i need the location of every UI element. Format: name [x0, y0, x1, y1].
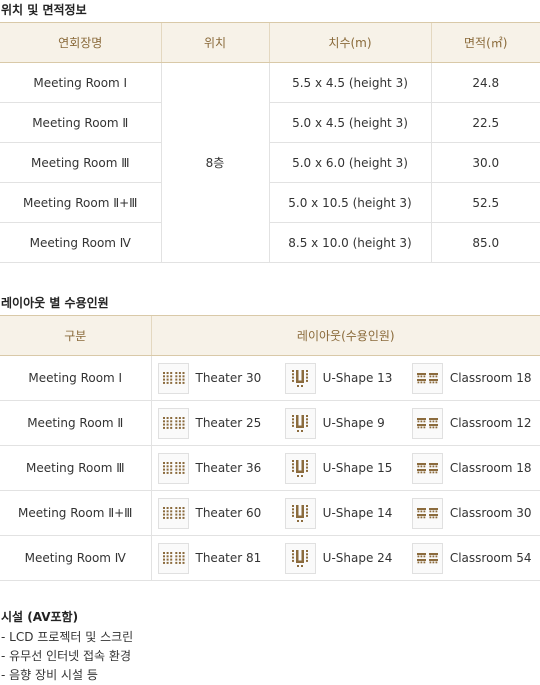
layout-classroom: Classroom 12	[411, 407, 540, 439]
layout-capacity-label: Classroom 12	[449, 416, 532, 430]
layout-classroom: Classroom 18	[411, 362, 540, 394]
layout-capacity-label: Theater 36	[195, 461, 262, 475]
table-header-row: 연회장명 위치 치수(m) 면적(㎡)	[0, 22, 540, 63]
room-name: Meeting Room Ⅱ	[0, 102, 161, 143]
layout-capacity-label: Classroom 18	[449, 371, 532, 385]
section-title-layout-capacity: 레이아웃 별 수용인원	[1, 296, 109, 310]
layout-capacity-label: Theater 60	[195, 506, 262, 520]
header-venue: 연회장명	[0, 22, 161, 63]
layout-capacity-label: U-Shape 24	[322, 551, 393, 565]
classroom-icon	[411, 452, 443, 484]
room-size: 5.0 x 10.5 (height 3)	[268, 182, 431, 223]
table-row: Meeting Room Ⅰ 8층 5.5 x 4.5 (height 3) 2…	[0, 62, 540, 263]
layout-capacity-label: Theater 30	[195, 371, 262, 385]
theater-icon	[157, 497, 189, 529]
list-item: - 음향 장비 시설 등	[1, 668, 98, 682]
u-shape-icon	[284, 407, 316, 439]
table-row: Meeting Room Ⅱ 5.0 x 4.5 (height 3) 22.5	[0, 102, 540, 143]
section-title-area-info: 위치 및 면적정보	[1, 3, 87, 17]
layout-capacity-label: Classroom 18	[449, 461, 532, 475]
layout-cell: Theater 81 U-Shape 24 Classroom 54	[150, 535, 540, 581]
layout-cell: Theater 60 U-Shape 14 Classroom 30	[150, 490, 540, 536]
room-area: 52.5	[430, 182, 540, 223]
layout-u-shape: U-Shape 24	[284, 542, 412, 574]
table-row: Meeting Room Ⅱ+Ⅲ Theater 60 U-Shape 14 Clas…	[0, 490, 540, 536]
room-name: Meeting Room Ⅱ+Ⅲ	[0, 490, 151, 536]
layout-capacity-label: U-Shape 14	[322, 506, 393, 520]
classroom-icon	[411, 542, 443, 574]
theater-icon	[157, 407, 189, 439]
header-dimensions: 치수(m)	[268, 22, 431, 63]
room-name: Meeting Room Ⅱ	[0, 400, 151, 446]
classroom-icon	[411, 407, 443, 439]
room-size: 5.0 x 6.0 (height 3)	[268, 142, 431, 183]
theater-icon	[157, 542, 189, 574]
layout-theater: Theater 36	[157, 452, 285, 484]
u-shape-icon	[284, 452, 316, 484]
room-size: 8.5 x 10.0 (height 3)	[268, 222, 431, 263]
table-row: Meeting Room Ⅳ Theater 81 U-Shape 24 Classr…	[0, 535, 540, 581]
table-row: Meeting Room Ⅱ+Ⅲ 5.0 x 10.5 (height 3) 5…	[0, 182, 540, 223]
layout-cell: Theater 36 U-Shape 15 Classroom 18	[150, 445, 540, 491]
room-name: Meeting Room Ⅲ	[0, 142, 161, 183]
layout-u-shape: U-Shape 15	[284, 452, 412, 484]
room-name: Meeting Room Ⅲ	[0, 445, 151, 491]
layout-u-shape: U-Shape 9	[284, 407, 412, 439]
area-info-table: 연회장명 위치 치수(m) 면적(㎡) Meeting Room Ⅰ 8층 5.…	[0, 22, 540, 263]
room-name: Meeting Room Ⅰ	[0, 355, 151, 401]
theater-icon	[157, 452, 189, 484]
location-cell: 8층	[160, 62, 269, 263]
u-shape-icon	[284, 542, 316, 574]
room-name: Meeting Room Ⅳ	[0, 535, 151, 581]
layout-classroom: Classroom 18	[411, 452, 540, 484]
u-shape-icon	[284, 497, 316, 529]
table-row: Meeting Room Ⅳ 8.5 x 10.0 (height 3) 85.…	[0, 222, 540, 263]
layout-theater: Theater 60	[157, 497, 285, 529]
layout-capacity-label: Classroom 54	[449, 551, 532, 565]
table-header-row: 구분 레이아웃(수용인원)	[0, 315, 540, 356]
room-area: 85.0	[430, 222, 540, 263]
layout-capacity-label: U-Shape 9	[322, 416, 385, 430]
table-row: Meeting Room Ⅲ Theater 36 U-Shape 15 Classr…	[0, 445, 540, 491]
classroom-icon	[411, 362, 443, 394]
layout-theater: Theater 30	[157, 362, 285, 394]
table-row: Meeting Room Ⅱ Theater 25 U-Shape 9 Classro…	[0, 400, 540, 446]
list-item: - LCD 프로젝터 및 스크린	[1, 630, 134, 644]
facilities-list: - LCD 프로젝터 및 스크린 - 유무선 인터넷 접속 환경 - 음향 장비…	[1, 628, 133, 685]
layout-capacity-table: 구분 레이아웃(수용인원) Meeting Room Ⅰ Theater 30 U-…	[0, 315, 540, 581]
room-size: 5.0 x 4.5 (height 3)	[268, 102, 431, 143]
theater-icon	[157, 362, 189, 394]
layout-cell: Theater 25 U-Shape 9 Classroom 12	[150, 400, 540, 446]
header-area: 면적(㎡)	[430, 22, 540, 63]
layout-u-shape: U-Shape 13	[284, 362, 412, 394]
room-size: 5.5 x 4.5 (height 3)	[268, 62, 431, 103]
layout-theater: Theater 81	[157, 542, 285, 574]
header-location: 위치	[160, 22, 269, 63]
room-name: Meeting Room Ⅱ+Ⅲ	[0, 182, 161, 223]
layout-capacity-label: Theater 25	[195, 416, 262, 430]
layout-capacity-label: Classroom 30	[449, 506, 532, 520]
room-name: Meeting Room Ⅰ	[0, 62, 161, 103]
layout-cell: Theater 30 U-Shape 13 Classroom 18	[150, 355, 540, 401]
layout-theater: Theater 25	[157, 407, 285, 439]
room-area: 24.8	[430, 62, 540, 103]
classroom-icon	[411, 497, 443, 529]
layout-classroom: Classroom 30	[411, 497, 540, 529]
u-shape-icon	[284, 362, 316, 394]
room-area: 22.5	[430, 102, 540, 143]
layout-capacity-label: U-Shape 13	[322, 371, 393, 385]
layout-capacity-label: Theater 81	[195, 551, 262, 565]
table-row: Meeting Room Ⅲ 5.0 x 6.0 (height 3) 30.0	[0, 142, 540, 183]
header-category: 구분	[0, 315, 151, 356]
section-title-facilities: 시설 (AV포함)	[1, 610, 79, 624]
list-item: - 유무선 인터넷 접속 환경	[1, 649, 131, 663]
header-layout: 레이아웃(수용인원)	[150, 315, 540, 356]
room-name: Meeting Room Ⅳ	[0, 222, 161, 263]
layout-capacity-label: U-Shape 15	[322, 461, 393, 475]
layout-classroom: Classroom 54	[411, 542, 540, 574]
table-row: Meeting Room Ⅰ Theater 30 U-Shape 13 Classr…	[0, 355, 540, 401]
room-area: 30.0	[430, 142, 540, 183]
layout-u-shape: U-Shape 14	[284, 497, 412, 529]
